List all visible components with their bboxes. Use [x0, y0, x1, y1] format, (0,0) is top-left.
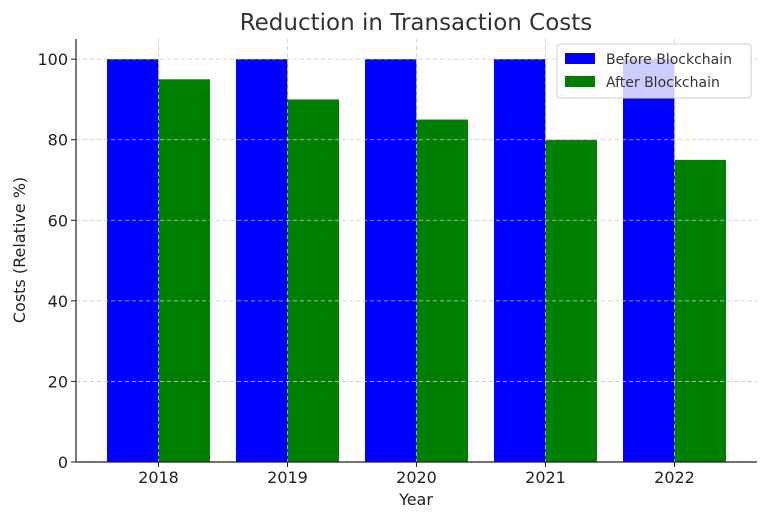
y-axis-title: Costs (Relative %)	[10, 177, 29, 323]
bar-before-2022	[623, 59, 675, 462]
bar-after-2020	[416, 119, 468, 462]
chart-title: Reduction in Transaction Costs	[240, 10, 593, 36]
y-tick-label-100: 100	[37, 50, 68, 69]
y-tick-label-20: 20	[48, 372, 68, 391]
legend-swatch-before	[565, 53, 595, 64]
bar-before-2018	[107, 59, 159, 462]
y-tick-label-60: 60	[48, 211, 68, 230]
x-tick-label-2022: 2022	[654, 468, 695, 487]
x-tick-label-2020: 2020	[396, 468, 437, 487]
y-tick-label-0: 0	[58, 453, 68, 472]
bar-before-2020	[365, 59, 417, 462]
legend-frame	[556, 43, 752, 99]
x-tick-label-2019: 2019	[267, 468, 308, 487]
bar-before-2021	[494, 59, 546, 462]
legend-swatch-after	[565, 76, 595, 87]
y-tick-label-80: 80	[48, 131, 68, 150]
bar-after-2018	[158, 79, 210, 462]
bar-before-2019	[236, 59, 288, 462]
bar-after-2019	[287, 99, 339, 463]
bar-after-2022	[674, 159, 726, 463]
ticks: 0 20 40 60 80 100 2018 2019 2020 2021 2022	[37, 50, 694, 487]
legend-label-before: Before Blockchain	[606, 52, 732, 68]
y-tick-label-40: 40	[48, 292, 68, 311]
x-axis-title: Year	[398, 490, 433, 509]
legend-label-after: After Blockchain	[606, 75, 720, 91]
legend: Before Blockchain After Blockchain	[556, 43, 752, 99]
x-tick-label-2018: 2018	[138, 468, 179, 487]
x-tick-label-2021: 2021	[525, 468, 566, 487]
